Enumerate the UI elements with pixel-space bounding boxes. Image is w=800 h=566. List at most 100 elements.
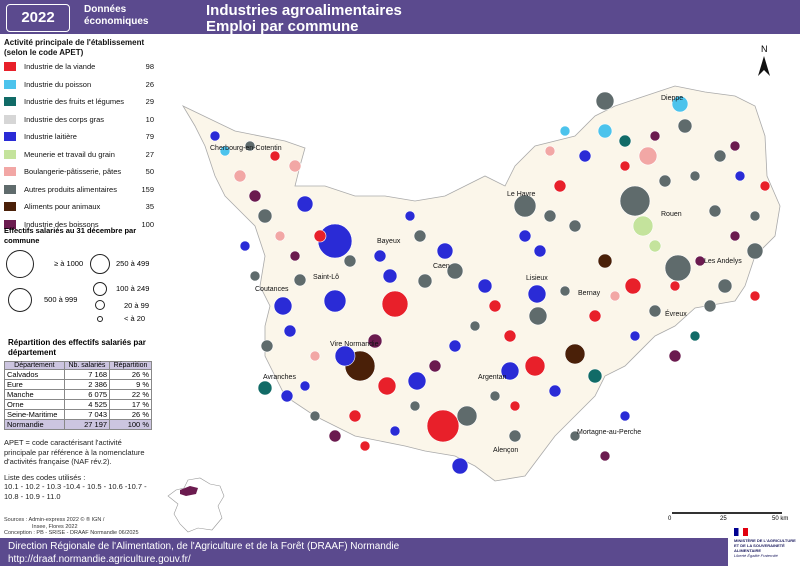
city-lisieux: Lisieux: [526, 275, 548, 282]
category-swatch: [4, 149, 16, 159]
department-table: Département Nb. salariés Répartition Calva…: [4, 361, 152, 430]
establishment-marker: [446, 262, 464, 280]
table-row: Eure 2 386 9 %: [4, 379, 152, 390]
establishment-marker: [289, 250, 301, 262]
category-row: Industrie des corps gras 10: [4, 111, 154, 129]
establishment-markers: [209, 91, 771, 475]
establishment-marker: [273, 296, 293, 316]
establishment-marker: [568, 219, 582, 233]
establishment-marker: [564, 343, 586, 365]
establishment-marker: [597, 253, 613, 269]
size-circle-100: [93, 282, 107, 296]
page-title: Industries agroalimentaires Emploi par c…: [206, 3, 402, 35]
establishment-marker: [513, 194, 537, 218]
sources: Sources : Admin-express 2022 © ® IGN / I…: [4, 517, 154, 537]
establishment-marker: [524, 355, 546, 377]
establishment-marker: [209, 130, 221, 142]
table-cell: Calvados: [4, 369, 65, 380]
source-line-2: Insee, Flores 2022: [32, 523, 78, 530]
category-count: 159: [141, 184, 154, 194]
size-circle-1000: [6, 250, 34, 278]
establishment-marker: [488, 299, 502, 313]
establishment-marker: [334, 345, 356, 367]
size-circle-0: [97, 316, 103, 322]
category-swatch: [4, 202, 16, 212]
category-label: Industrie laitière: [24, 132, 77, 142]
establishment-marker: [283, 324, 297, 338]
category-row: Industrie laitière 79: [4, 128, 154, 146]
establishment-marker: [269, 150, 281, 162]
establishment-marker: [249, 270, 261, 282]
category-list: Industrie de la viande 98 Industrie du poi…: [4, 58, 154, 233]
category-count: 10: [145, 114, 154, 124]
table-cell: Normandie: [4, 419, 65, 430]
establishment-marker: [377, 376, 397, 396]
table-cell: Manche: [4, 389, 65, 400]
size-legend-title: Effectifs salariés au 31 décembre par co…: [4, 226, 137, 245]
establishment-marker: [359, 440, 371, 452]
establishment-marker: [407, 371, 427, 391]
establishment-marker: [759, 180, 771, 192]
establishment-marker: [689, 330, 701, 342]
category-label: Industrie des corps gras: [24, 114, 105, 124]
establishment-marker: [618, 134, 632, 148]
establishment-marker: [248, 189, 262, 203]
size-label-250: 250 à 499: [116, 259, 150, 268]
size-circle-500: [8, 288, 32, 312]
category-row: Boulangerie-pâtisserie, pâtes 50: [4, 163, 154, 181]
scale-line: [672, 512, 782, 514]
establishment-marker: [448, 339, 462, 353]
establishment-marker: [509, 400, 521, 412]
category-row: Meunerie et travail du grain 27: [4, 146, 154, 164]
establishment-marker: [257, 208, 273, 224]
establishment-marker: [348, 409, 362, 423]
establishment-marker: [597, 123, 613, 139]
establishment-marker: [500, 361, 520, 381]
establishment-marker: [599, 450, 611, 462]
establishment-marker: [413, 229, 427, 243]
establishment-marker: [703, 299, 717, 313]
table-cell: 6 075: [63, 389, 111, 400]
category-label: Industrie de la viande: [24, 62, 96, 72]
table-row: Normandie 27 197 100 %: [4, 419, 152, 430]
establishment-marker: [518, 229, 532, 243]
size-label-20: 20 à 99: [124, 301, 150, 310]
table-cell: 26 %: [109, 409, 152, 420]
category-label: Industrie du poisson: [24, 79, 92, 89]
table-row: Manche 6 075 22 %: [4, 389, 152, 400]
establishment-marker: [489, 390, 501, 402]
establishment-marker: [677, 118, 693, 134]
category-label: Aliments pour animaux: [24, 202, 101, 212]
establishment-marker: [544, 145, 556, 157]
establishment-marker: [694, 255, 706, 267]
table-cell: 7 168: [63, 369, 111, 380]
table-cell: 4 525: [63, 399, 111, 410]
establishment-marker: [734, 170, 746, 182]
establishment-marker: [559, 125, 571, 137]
table-cell: Orne: [4, 399, 65, 410]
category-row: Industrie de la viande 98: [4, 58, 154, 76]
category-count: 100: [141, 219, 154, 229]
category-label: Industrie des fruits et légumes: [24, 97, 125, 107]
category-row: Aliments pour animaux 35: [4, 198, 154, 216]
ministry-logo: MINISTÈRE DE L'AGRICULTURE ET DE LA SOUV…: [734, 528, 796, 566]
establishment-marker: [280, 389, 294, 403]
establishment-marker: [528, 306, 548, 326]
establishment-marker: [648, 239, 662, 253]
establishment-marker: [619, 185, 651, 217]
north-arrow-icon: [758, 56, 770, 76]
establishment-marker: [417, 273, 433, 289]
establishment-marker: [609, 290, 621, 302]
city-argentan: Argentan: [478, 374, 507, 381]
table-cell: 26 %: [109, 369, 152, 380]
normandy-map: Cherbourg-en-Cotentin Dieppe Le Havre Ro…: [181, 44, 781, 482]
size-label-100: 100 à 249: [116, 284, 150, 293]
establishment-marker: [595, 91, 615, 111]
establishment-marker: [648, 304, 662, 318]
category-count: 50: [145, 167, 154, 177]
establishment-marker: [717, 278, 733, 294]
establishment-marker: [367, 333, 383, 349]
establishment-marker: [299, 380, 311, 392]
footer-link[interactable]: http://draaf.normandie.agriculture.gouv.…: [8, 554, 191, 565]
city-saint-lo: Saint-Lô: [313, 274, 339, 281]
